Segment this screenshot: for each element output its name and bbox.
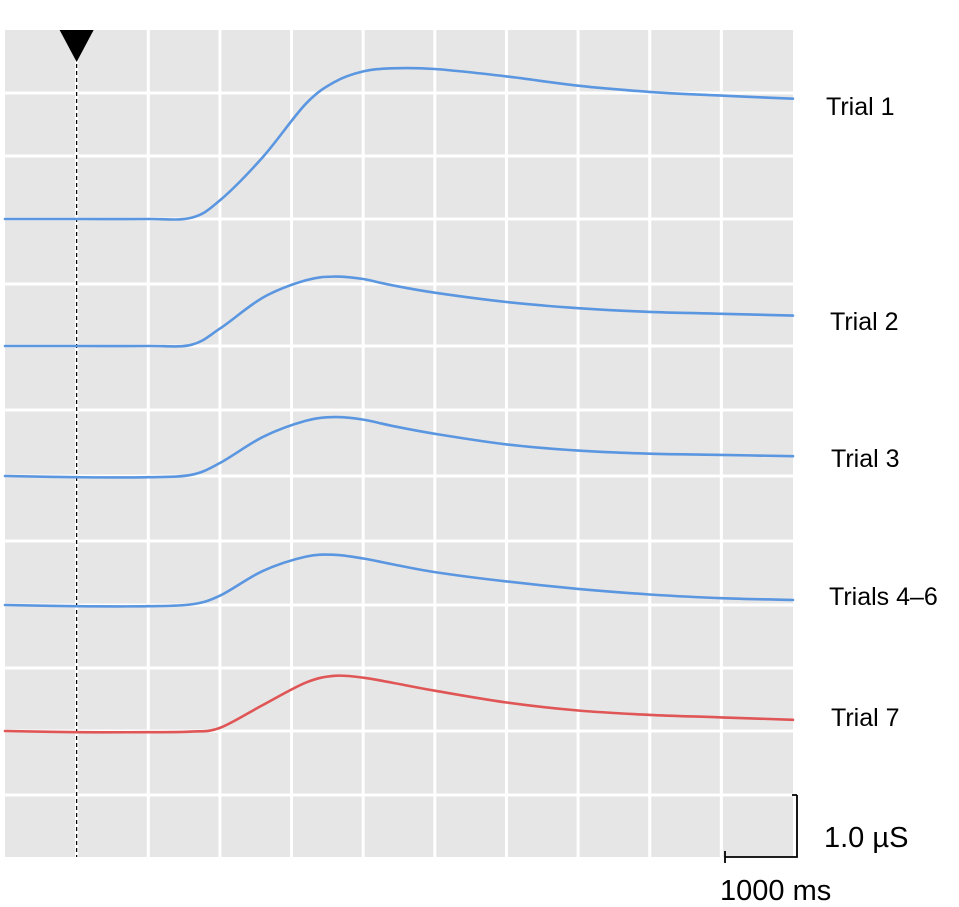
trace-label-2: Trial 2 xyxy=(830,308,899,336)
plot-background xyxy=(5,30,793,857)
trace-label-5: Trial 7 xyxy=(831,704,900,732)
trace-label-1: Trial 1 xyxy=(826,93,895,121)
traces xyxy=(3,66,795,734)
scale-bar-lines xyxy=(724,794,798,863)
scale-bar-x-label: 1000 ms xyxy=(720,875,831,907)
trace-label-3: Trial 3 xyxy=(831,445,900,473)
scale-bar: 1.0 µS 1000 ms xyxy=(720,794,908,907)
trace-4 xyxy=(3,553,795,608)
trace-5 xyxy=(3,674,795,734)
stimulus-onset-marker xyxy=(59,30,94,62)
trace-label-4: Trials 4–6 xyxy=(829,583,938,611)
scale-bar-y-label: 1.0 µS xyxy=(824,822,908,854)
trace-3 xyxy=(3,415,795,479)
trace-1 xyxy=(3,66,795,221)
trace-labels: Trial 1 Trial 2 Trial 3 Trials 4–6 Trial 7 xyxy=(826,93,938,732)
trace-2 xyxy=(3,275,795,348)
